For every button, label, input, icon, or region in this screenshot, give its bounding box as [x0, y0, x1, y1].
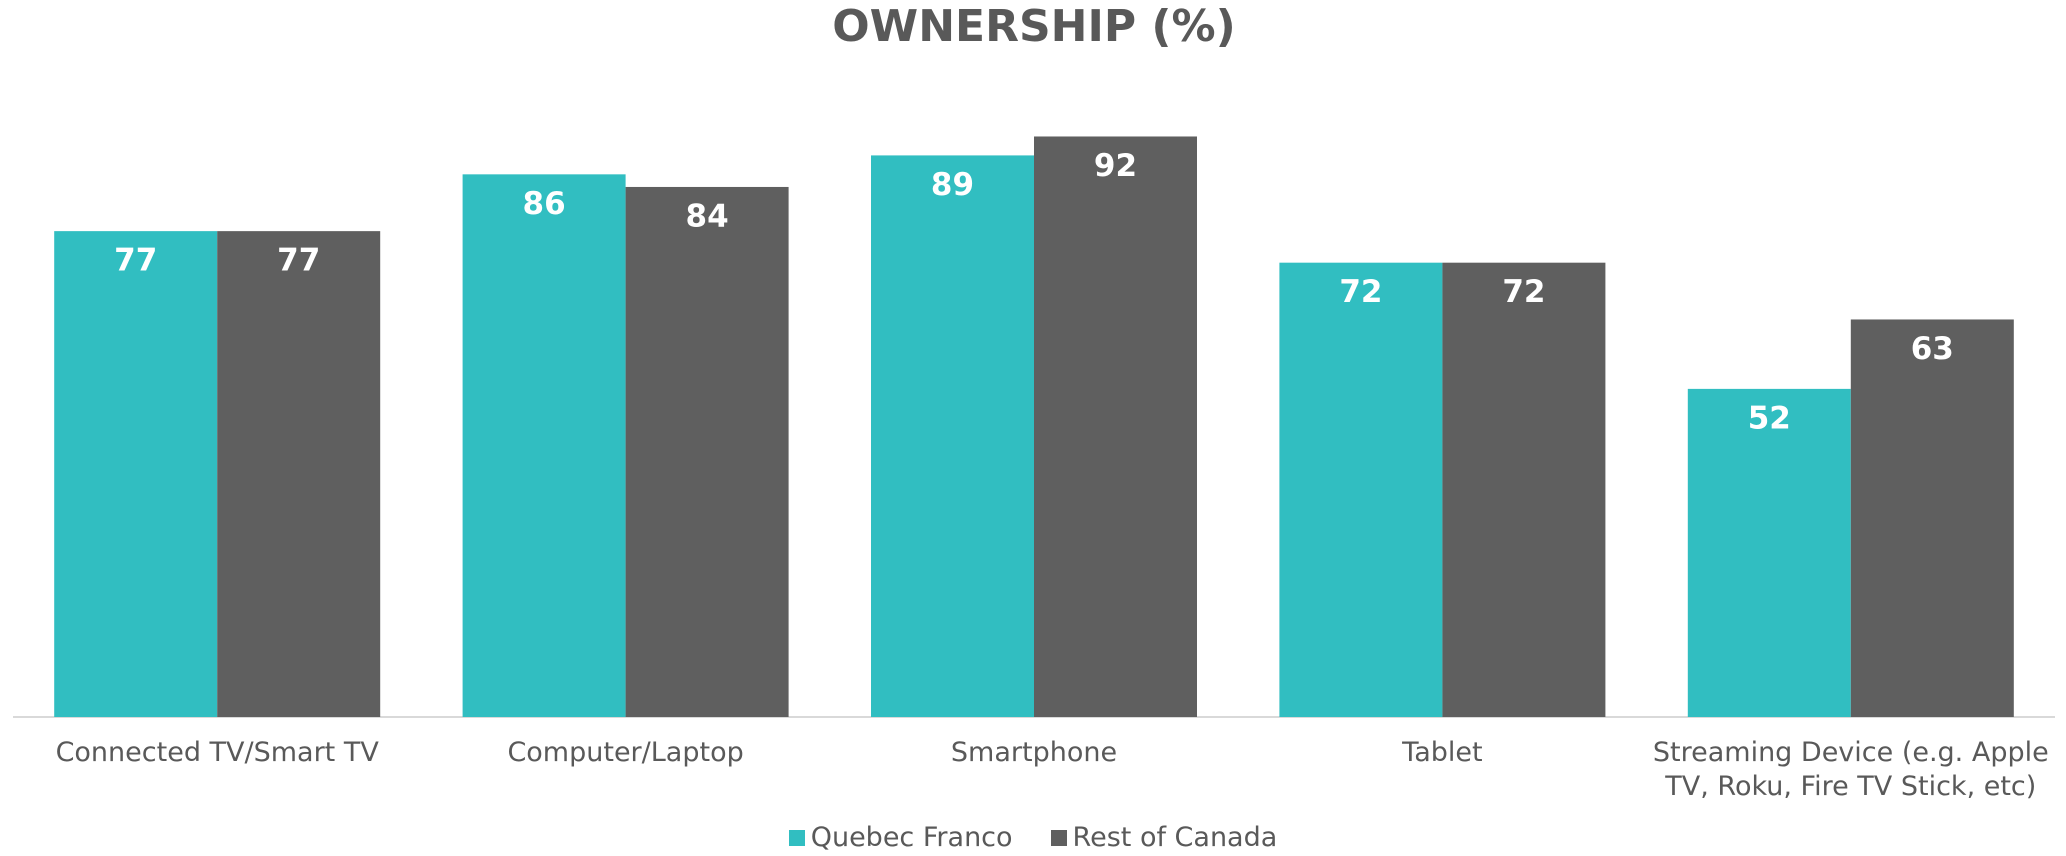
data-label: 63 — [1911, 331, 1954, 367]
bar — [1850, 319, 2014, 717]
legend-item: Quebec Franco — [788, 822, 1013, 853]
legend: Quebec Franco Rest of Canada — [0, 822, 2066, 853]
data-label: 89 — [931, 167, 974, 203]
data-label: 92 — [1094, 148, 1137, 184]
x-tick-label: Streaming Device (e.g. Apple TV, Roku, F… — [1652, 737, 2049, 802]
x-tick-label: Tablet — [1402, 737, 1483, 768]
data-label: 77 — [277, 243, 320, 279]
legend-swatch — [788, 829, 805, 846]
bar — [1279, 262, 1443, 717]
data-label: 77 — [114, 243, 157, 279]
bar — [1687, 388, 1851, 717]
bar — [217, 231, 381, 717]
data-label: 52 — [1748, 400, 1791, 436]
data-label: 72 — [1339, 274, 1382, 310]
x-tick-label: Smartphone — [950, 737, 1118, 768]
data-label: 86 — [523, 186, 566, 222]
x-tick-label: Connected TV/Smart TV — [55, 737, 379, 768]
chart-title: OWNERSHIP (%) — [832, 1, 1235, 52]
bar — [54, 231, 218, 717]
bar — [625, 186, 789, 717]
data-label: 72 — [1502, 274, 1545, 310]
x-tick-label: Computer/Laptop — [507, 737, 744, 768]
bar — [1442, 262, 1606, 717]
legend-label: Quebec Franco — [810, 822, 1013, 853]
bar — [871, 155, 1034, 717]
legend-swatch — [1050, 829, 1067, 846]
legend-label: Rest of Canada — [1072, 822, 1278, 853]
data-label: 84 — [686, 198, 729, 234]
legend-item: Rest of Canada — [1050, 822, 1278, 853]
bar — [1034, 136, 1197, 718]
bar — [462, 174, 626, 718]
